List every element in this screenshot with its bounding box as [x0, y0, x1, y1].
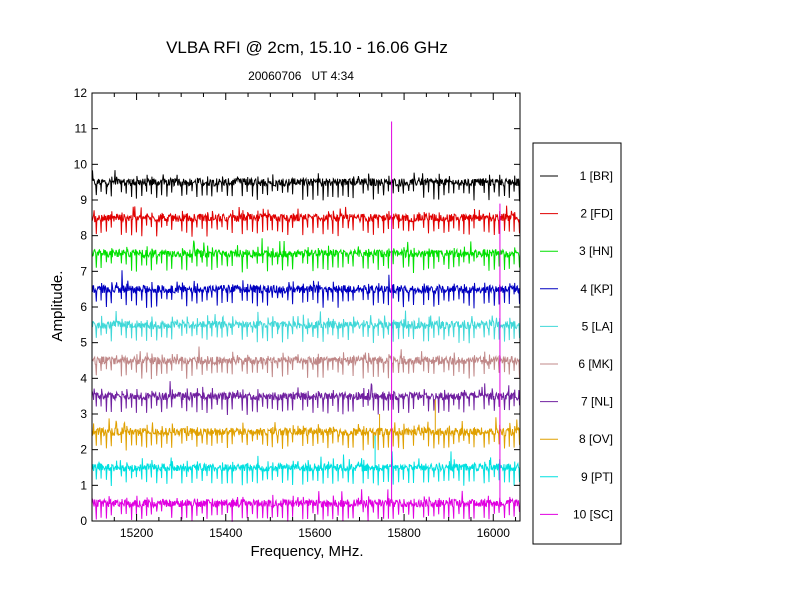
y-tick-label: 1: [80, 478, 87, 492]
legend-label: 9 [PT]: [581, 470, 613, 484]
y-tick-label: 3: [80, 407, 87, 421]
series-line-6: [91, 346, 520, 380]
x-tick-label: 15600: [298, 526, 332, 540]
chart-title: VLBA RFI @ 2cm, 15.10 - 16.06 GHz: [166, 38, 448, 57]
series-line-9: [91, 451, 520, 487]
series-line-4: [91, 270, 520, 309]
y-tick-label: 2: [80, 443, 87, 457]
legend-label: 6 [MK]: [578, 357, 613, 371]
series-line-5: [91, 310, 520, 344]
x-tick-label: 15400: [209, 526, 243, 540]
y-tick-label: 0: [80, 514, 87, 528]
spike-layer: [374, 121, 501, 504]
y-tick-label: 5: [80, 336, 87, 350]
series-layer: [91, 170, 520, 522]
legend-label: 2 [FD]: [580, 207, 613, 221]
series-line-7: [91, 381, 520, 416]
y-tick-label: 7: [80, 264, 87, 278]
y-tick-label: 9: [80, 193, 87, 207]
series-line-3: [91, 238, 520, 274]
y-tick-label: 11: [75, 122, 88, 136]
x-tick-label: 15800: [387, 526, 421, 540]
series-line-1: [91, 170, 520, 202]
legend-label: 1 [BR]: [580, 169, 613, 183]
legend-label: 3 [HN]: [579, 244, 613, 258]
legend-label: 7 [NL]: [581, 395, 613, 409]
y-tick-label: 8: [80, 229, 87, 243]
chart-subtitle: 20060706 UT 4:34: [248, 69, 354, 83]
legend-label: 8 [OV]: [579, 432, 613, 446]
legend: 1 [BR] 2 [FD] 3 [HN] 4 [KP] 5 [LA] 6 [MK] 7 [N…: [540, 169, 613, 521]
y-tick-label: 6: [80, 300, 87, 314]
y-tick-label: 12: [74, 86, 88, 100]
x-axis-label: Frequency, MHz.: [250, 543, 363, 560]
series-line-10: [91, 489, 520, 522]
series-line-8: [91, 417, 520, 451]
legend-label: 4 [KP]: [580, 282, 613, 296]
x-tick-label: 16000: [477, 526, 511, 540]
y-axis-label: Amplitude.: [49, 271, 66, 342]
legend-label: 10 [SC]: [573, 507, 613, 521]
plot-frame: [91, 92, 521, 522]
legend-box: [532, 142, 622, 545]
y-tick-label: 10: [74, 157, 88, 171]
y-tick-label: 4: [80, 371, 87, 385]
legend-label: 5 [LA]: [582, 319, 613, 333]
series-line-2: [91, 205, 520, 237]
x-tick-label: 15200: [120, 526, 154, 540]
